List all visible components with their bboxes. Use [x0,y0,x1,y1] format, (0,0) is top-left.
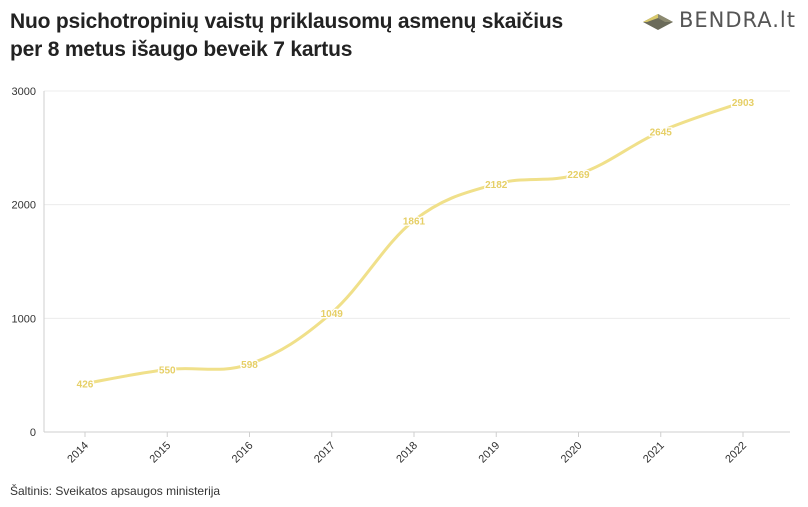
data-label: 2269 [567,170,590,181]
data-point [329,310,334,315]
y-tick-label: 1000 [12,313,36,325]
data-point [82,381,88,386]
data-label: 2903 [732,98,755,109]
y-tick-label: 3000 [12,86,36,98]
x-tick-label: 2019 [477,440,503,466]
data-label: 2645 [650,127,673,138]
title-line-2: per 8 metus išaugo beveik 7 kartus [10,38,353,61]
data-point [494,181,499,187]
bendra-logo-icon [642,14,673,30]
data-point [165,367,170,372]
data-point [411,218,417,223]
series-line [83,100,745,386]
brand-logo[interactable]: BENDRA.lt [641,8,796,32]
data-label: 1049 [321,309,344,320]
x-tick-label: 2014 [65,440,91,466]
data-point [658,129,663,134]
data-label: 1861 [403,216,426,227]
data-label: 598 [241,360,258,371]
x-tick-label: 2020 [559,440,585,466]
data-label: 550 [159,365,176,376]
data-point [740,99,746,105]
data-point [247,361,252,367]
x-tick-label: 2016 [230,440,256,466]
x-tick-label: 2017 [312,440,338,466]
x-tick-label: 2021 [641,440,667,466]
brand-name: BENDRA.lt [678,8,796,32]
data-label: 426 [77,380,94,391]
y-tick-label: 2000 [12,200,36,212]
y-tick-label: 0 [30,427,36,439]
x-tick-label: 2018 [394,440,420,466]
data-point [576,171,581,177]
data-label: 2182 [485,180,508,191]
x-tick-label: 2022 [723,440,749,466]
source-note: Šaltinis: Sveikatos apsaugos ministerija [10,484,221,498]
x-tick-label: 2015 [148,440,174,466]
chart-title: Nuo psichotropinių vaistų priklausomų as… [10,8,650,64]
title-line-1: Nuo psichotropinių vaistų priklausomų as… [10,10,564,33]
